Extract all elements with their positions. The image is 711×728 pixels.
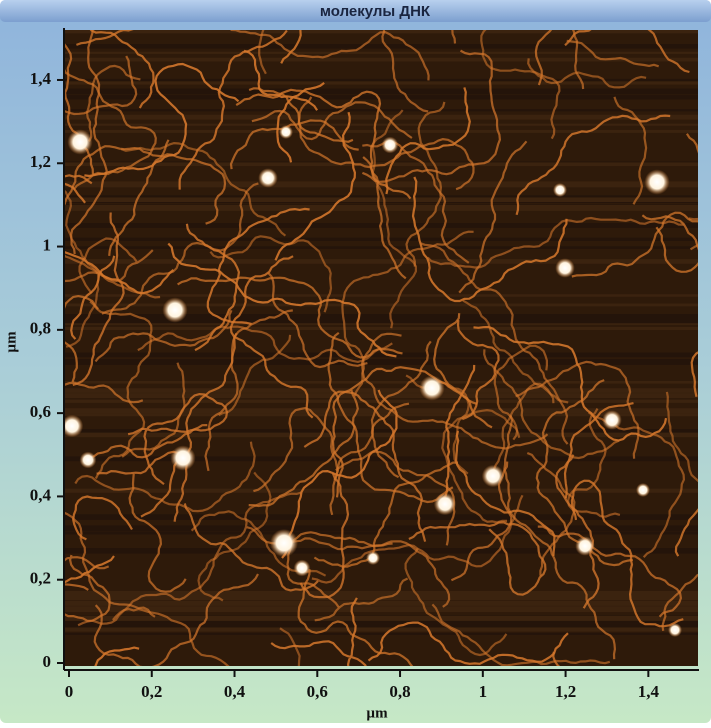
particle [294, 560, 311, 577]
particle [668, 623, 682, 637]
particle [419, 375, 444, 400]
particle [258, 168, 278, 188]
particle [162, 297, 187, 322]
particle [602, 410, 622, 430]
x-tick-label: 0,8 [389, 682, 410, 701]
x-tick-label: 0,6 [307, 682, 328, 701]
particle [170, 445, 195, 470]
y-axis-label: µm [3, 331, 19, 353]
particle [279, 125, 293, 139]
particle [270, 529, 298, 557]
window-title: молекулы ДНК [320, 3, 431, 20]
y-tick-label: 1 [43, 235, 52, 254]
particle [366, 551, 380, 565]
x-axis-label: µm [366, 705, 388, 721]
x-tick-label: 0,4 [224, 682, 246, 701]
y-tick-label: 0,6 [30, 402, 51, 421]
particle [80, 452, 97, 469]
particle [553, 183, 567, 197]
y-tick-label: 1,4 [30, 69, 52, 88]
x-tick-label: 0,2 [141, 682, 162, 701]
y-tick-label: 1,2 [30, 152, 51, 171]
particle [482, 465, 504, 487]
particle [67, 129, 92, 154]
x-tick-label: 1,4 [638, 682, 660, 701]
x-tick-label: 0 [65, 682, 74, 701]
particle [434, 493, 456, 515]
particle [575, 536, 595, 556]
y-tick-label: 0 [43, 652, 52, 671]
particle [644, 169, 669, 194]
x-tick-label: 1 [479, 682, 488, 701]
particle [636, 483, 650, 497]
x-tick-label: 1,2 [555, 682, 576, 701]
y-tick-label: 0,4 [30, 485, 52, 504]
particle [382, 137, 399, 154]
particle [555, 258, 575, 278]
y-tick-label: 0,8 [30, 319, 51, 338]
y-tick-label: 0,2 [30, 569, 51, 588]
